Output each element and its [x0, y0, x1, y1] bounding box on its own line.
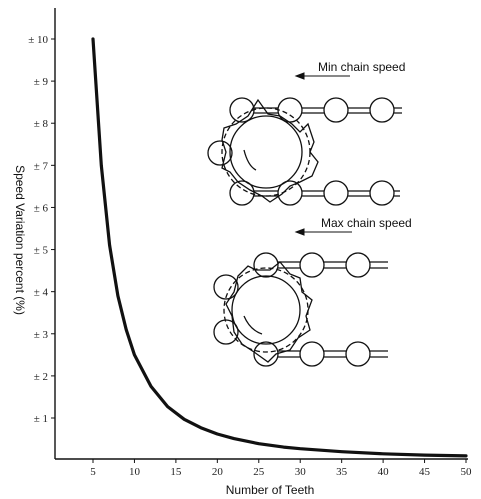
x-tick-label: 5	[90, 466, 96, 478]
y-tick-label: ± 3	[34, 329, 49, 341]
x-axis-title: Number of Teeth	[226, 483, 315, 497]
x-tick-label: 40	[378, 466, 390, 478]
y-axis-title: Speed Variation percent (%)	[13, 165, 27, 315]
annotation-max-chain-speed: Max chain speed	[321, 216, 412, 230]
y-tick-label: ± 2	[34, 371, 48, 383]
y-tick-label: ± 6	[34, 202, 49, 214]
x-tick-label: 25	[253, 466, 265, 478]
axes	[54, 8, 468, 460]
y-tick-label: ± 5	[34, 245, 49, 257]
series-line	[91, 37, 468, 458]
y-tick-label: ± 9	[34, 76, 49, 88]
y-tick-label: ± 10	[28, 34, 48, 46]
y-tick-label: ± 8	[34, 118, 49, 130]
x-tick-label: 30	[295, 466, 307, 478]
y-tick-label: ± 7	[34, 160, 49, 172]
x-tick-label: 10	[129, 466, 141, 478]
sprocket-max-chain-illustration	[213, 252, 388, 367]
sprocket-min-chain-illustration	[207, 97, 402, 206]
x-tick-label: 45	[419, 466, 431, 478]
x-tick-label: 35	[336, 466, 348, 478]
y-tick-label: ± 4	[34, 287, 49, 299]
x-tick-label: 50	[461, 466, 473, 478]
y-tick-label: ± 1	[34, 413, 48, 425]
arrow-max-icon	[294, 228, 352, 236]
annotation-min-chain-speed: Min chain speed	[318, 60, 405, 74]
ticks: 5 10 15 20 25 30 35 40 45 50 ± 1 ± 2 ± 3 ± 4 ± 5 ± 6 ± 7…	[28, 34, 472, 478]
arrow-min-icon	[294, 72, 350, 80]
x-tick-label: 20	[212, 466, 224, 478]
x-tick-label: 15	[170, 466, 182, 478]
